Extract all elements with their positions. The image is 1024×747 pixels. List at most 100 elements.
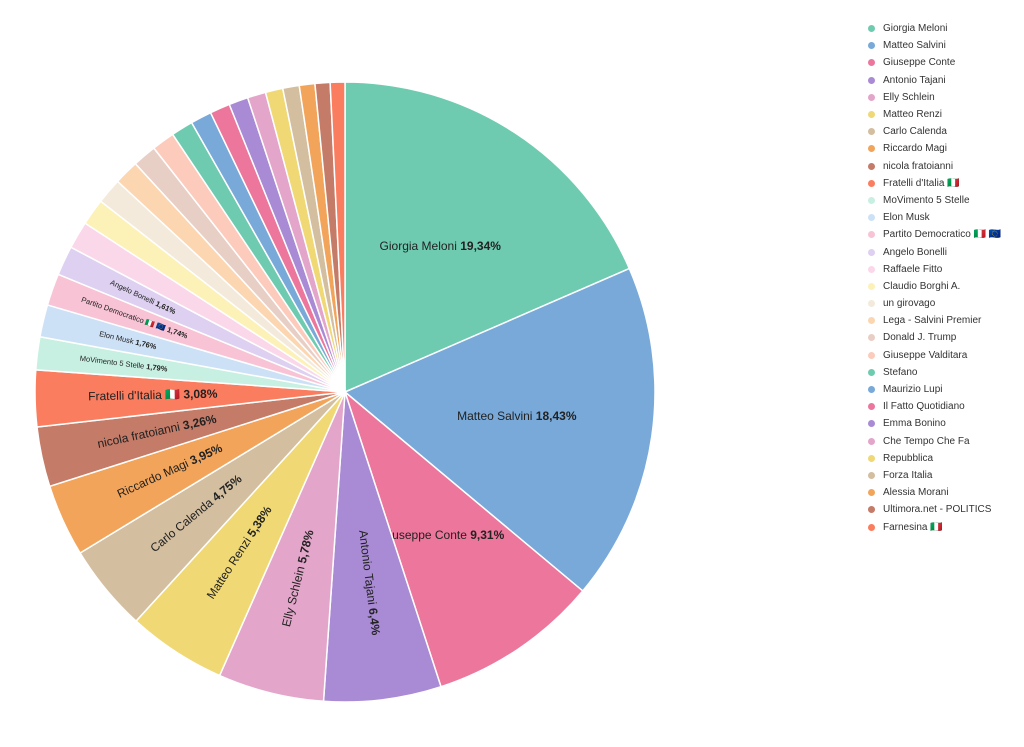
legend-label: Stefano: [883, 366, 918, 378]
pie-slice-3[interactable]: [322, 391, 442, 703]
pie-chart: Giorgia Meloni 19,34% Matteo Salvini 18,4…: [34, 81, 656, 703]
legend-label: Fratelli d'Italia 🇮🇹: [883, 177, 960, 189]
legend-swatch: [868, 437, 875, 445]
legend-label: Carlo Calenda: [883, 126, 947, 138]
legend-item[interactable]: Alessia Morani: [868, 484, 1018, 501]
legend-swatch: [868, 76, 875, 84]
legend-label: Lega - Salvini Premier: [883, 315, 982, 327]
legend-swatch: [868, 489, 875, 497]
legend-item[interactable]: Riccardo Magi: [868, 140, 1018, 157]
legend-item[interactable]: Che Tempo Che Fa: [868, 433, 1018, 450]
legend-label: Elon Musk: [883, 212, 930, 224]
legend-swatch: [868, 145, 875, 153]
legend-label: Che Tempo Che Fa: [883, 435, 970, 447]
legend-label: Farnesina 🇮🇹: [883, 521, 943, 533]
legend-label: Forza Italia: [883, 469, 933, 481]
legend-swatch: [868, 42, 875, 50]
legend-label: Riccardo Magi: [883, 143, 947, 155]
legend-item[interactable]: Farnesina 🇮🇹: [868, 518, 1018, 535]
legend-item[interactable]: Lega - Salvini Premier: [868, 312, 1018, 329]
legend-swatch: [868, 317, 875, 325]
legend-label: Giuseppe Valditara: [883, 349, 968, 361]
legend-swatch: [868, 506, 875, 514]
legend-label: Matteo Salvini: [883, 40, 946, 52]
legend-label: un girovago: [883, 298, 936, 310]
legend-item[interactable]: Raffaele Fitto: [868, 261, 1018, 278]
legend-item[interactable]: Matteo Salvini: [868, 37, 1018, 54]
legend-label: Raffaele Fitto: [883, 263, 943, 275]
legend: Giorgia Meloni Matteo Salvini Giuseppe Con…: [868, 20, 1018, 536]
legend-label: Angelo Bonelli: [883, 246, 947, 258]
legend-swatch: [868, 128, 875, 136]
legend-item[interactable]: un girovago: [868, 295, 1018, 312]
legend-label: Giorgia Meloni: [883, 23, 948, 35]
pie-slice-29[interactable]: [329, 81, 346, 393]
legend-item[interactable]: Il Fatto Quotidiano: [868, 398, 1018, 415]
legend-item[interactable]: Carlo Calenda: [868, 123, 1018, 140]
legend-swatch: [868, 59, 875, 67]
pie-slice-1[interactable]: [343, 267, 656, 593]
legend-item[interactable]: Repubblica: [868, 450, 1018, 467]
legend-item[interactable]: Giorgia Meloni: [868, 20, 1018, 37]
legend-label: Claudio Borghi A.: [883, 280, 961, 292]
pie-slice-label-2: Giuseppe Conte 9,31%: [380, 528, 504, 542]
pie-slice-label-1: Matteo Salvini 18,43%: [457, 409, 577, 423]
legend-swatch: [868, 25, 875, 33]
legend-label: Maurizio Lupi: [883, 384, 943, 396]
pie-slice-0[interactable]: [344, 81, 631, 394]
legend-item[interactable]: Stefano: [868, 364, 1018, 381]
legend-label: nicola fratoianni: [883, 160, 954, 172]
legend-label: Il Fatto Quotidiano: [883, 401, 965, 413]
legend-item[interactable]: Giuseppe Conte: [868, 54, 1018, 71]
pie-slice-label-9: Fratelli d'Italia 🇮🇹 3,08%: [88, 387, 218, 404]
legend-label: Elly Schlein: [883, 91, 935, 103]
legend-label: Emma Bonino: [883, 418, 946, 430]
legend-item[interactable]: Partito Democratico 🇮🇹 🇪🇺: [868, 226, 1018, 243]
legend-label: Donald J. Trump: [883, 332, 957, 344]
legend-swatch: [868, 231, 875, 239]
legend-item[interactable]: Antonio Tajani: [868, 72, 1018, 89]
legend-swatch: [868, 334, 875, 342]
legend-label: MoVimento 5 Stelle: [883, 194, 970, 206]
legend-item[interactable]: Claudio Borghi A.: [868, 278, 1018, 295]
legend-item[interactable]: Fratelli d'Italia 🇮🇹: [868, 175, 1018, 192]
legend-swatch: [868, 282, 875, 290]
legend-swatch: [868, 93, 875, 101]
legend-item[interactable]: Elon Musk: [868, 209, 1018, 226]
legend-swatch: [868, 471, 875, 479]
pie-slice-2[interactable]: [343, 389, 584, 688]
legend-item[interactable]: Matteo Renzi: [868, 106, 1018, 123]
legend-item[interactable]: Giuseppe Valditara: [868, 347, 1018, 364]
legend-item[interactable]: Emma Bonino: [868, 415, 1018, 432]
pie-slice-label-0: Giorgia Meloni 19,34%: [380, 239, 502, 253]
legend-label: Antonio Tajani: [883, 74, 946, 86]
legend-label: Ultimora.net - POLITICS: [883, 504, 992, 516]
legend-item[interactable]: Donald J. Trump: [868, 329, 1018, 346]
legend-swatch: [868, 368, 875, 376]
legend-item[interactable]: Forza Italia: [868, 467, 1018, 484]
legend-item[interactable]: Maurizio Lupi: [868, 381, 1018, 398]
legend-swatch: [868, 403, 875, 411]
legend-item[interactable]: Elly Schlein: [868, 89, 1018, 106]
legend-label: Matteo Renzi: [883, 109, 942, 121]
legend-swatch: [868, 420, 875, 428]
legend-swatch: [868, 454, 875, 462]
legend-swatch: [868, 248, 875, 256]
legend-swatch: [868, 111, 875, 119]
legend-label: Giuseppe Conte: [883, 57, 956, 69]
legend-label: Repubblica: [883, 452, 934, 464]
legend-swatch: [868, 351, 875, 359]
legend-swatch: [868, 265, 875, 273]
legend-item[interactable]: Angelo Bonelli: [868, 243, 1018, 260]
legend-swatch: [868, 214, 875, 222]
legend-swatch: [868, 162, 875, 170]
legend-label: Alessia Morani: [883, 487, 949, 499]
legend-swatch: [868, 523, 875, 531]
legend-item[interactable]: Ultimora.net - POLITICS: [868, 501, 1018, 518]
legend-swatch: [868, 300, 875, 308]
legend-swatch: [868, 179, 875, 187]
legend-item[interactable]: nicola fratoianni: [868, 158, 1018, 175]
legend-item[interactable]: MoVimento 5 Stelle: [868, 192, 1018, 209]
legend-label: Partito Democratico 🇮🇹 🇪🇺: [883, 229, 1002, 241]
legend-swatch: [868, 196, 875, 204]
